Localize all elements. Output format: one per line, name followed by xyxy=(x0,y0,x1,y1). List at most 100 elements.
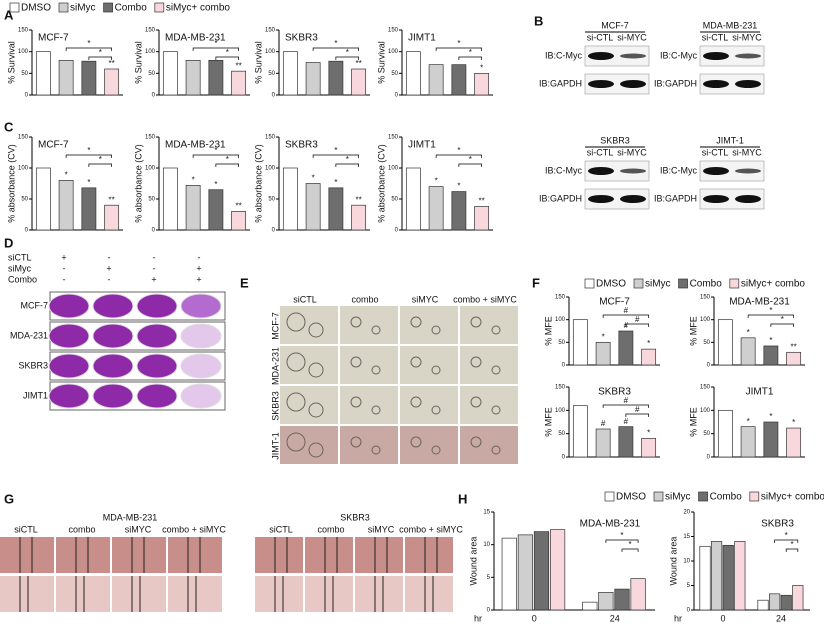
bar xyxy=(641,437,657,458)
blot-band xyxy=(703,195,729,203)
blot-band xyxy=(703,52,729,60)
legend-label: Combo xyxy=(115,3,148,14)
bar-mark: * xyxy=(647,339,650,348)
bar xyxy=(35,167,51,231)
bar-mark: ** xyxy=(236,202,242,211)
wound-image xyxy=(405,537,453,573)
y-tick-label: 50 xyxy=(21,71,28,77)
blot-band xyxy=(588,80,614,88)
sig-bracket xyxy=(335,56,359,60)
bar-mark: * xyxy=(480,63,483,72)
sphere xyxy=(410,316,422,328)
sign: - xyxy=(63,263,66,273)
sphere xyxy=(371,325,381,335)
sig-mark: * xyxy=(785,531,788,540)
row-label: SKBR3 xyxy=(270,391,280,421)
sphere xyxy=(470,356,482,368)
y-axis-label: % MFE xyxy=(688,316,698,346)
legend-label: Combo xyxy=(710,492,743,503)
lane-label: si-MYC xyxy=(617,147,647,157)
bar xyxy=(104,68,120,96)
sig-mark: * xyxy=(87,39,90,48)
legend-label: Combo xyxy=(690,279,723,290)
sig-mark: * xyxy=(769,306,772,315)
sphere xyxy=(350,356,362,368)
bar-mark: * xyxy=(769,412,772,421)
lane-label: si-CTL xyxy=(702,32,729,42)
sig-bracket xyxy=(625,413,649,417)
sphere xyxy=(350,316,362,328)
bar xyxy=(328,60,344,96)
sign: + xyxy=(61,252,66,262)
sig-mark: * xyxy=(334,146,337,155)
bar xyxy=(474,206,490,231)
chart-title: SKBR3 xyxy=(285,140,318,151)
bar-mark: * xyxy=(747,417,750,426)
sig-mark: * xyxy=(346,155,349,164)
panel-label: F xyxy=(532,275,540,290)
y-tick-label: 0 xyxy=(25,93,29,99)
blot-row-label: IB:GAPDH xyxy=(654,193,697,203)
y-tick-label: 100 xyxy=(388,49,399,55)
well xyxy=(92,323,134,349)
sphere xyxy=(470,316,482,328)
micrograph xyxy=(400,346,458,384)
sign: - xyxy=(198,252,201,262)
wound-image xyxy=(405,576,453,612)
col-label: siCTL xyxy=(293,294,317,304)
bar xyxy=(717,409,733,458)
bar-mark: ** xyxy=(109,195,115,204)
well xyxy=(136,293,178,319)
chart-title: SKBR3 xyxy=(598,387,631,398)
y-tick-label: 150 xyxy=(700,295,711,301)
micrograph xyxy=(460,346,518,384)
y-tick-label: 50 xyxy=(268,197,275,203)
bar-mark: * xyxy=(435,177,438,186)
sphere xyxy=(286,352,306,372)
sphere xyxy=(410,436,422,448)
bar xyxy=(451,64,467,96)
blot-row-label: IB:C-Myc xyxy=(545,50,582,60)
sig-bracket xyxy=(785,548,799,552)
sig-bracket xyxy=(625,323,649,327)
bar xyxy=(81,187,97,231)
y-tick-label: 50 xyxy=(21,197,28,203)
well xyxy=(136,353,178,379)
y-tick-label: 100 xyxy=(265,49,276,55)
legend-swatch xyxy=(58,2,69,13)
y-tick-label: 150 xyxy=(18,135,29,141)
blot-frame xyxy=(699,188,765,210)
legend-label: siMyc+ combo xyxy=(761,492,824,503)
blot-title: SKBR3 xyxy=(600,135,630,145)
sig-bracket xyxy=(88,163,112,167)
well xyxy=(136,323,178,349)
x-tick-label: 24 xyxy=(776,613,786,623)
col-label: combo xyxy=(68,524,95,534)
y-tick-label: 15 xyxy=(683,534,690,540)
bar xyxy=(231,70,247,96)
bar xyxy=(162,51,178,96)
condition-label: Combo xyxy=(8,274,37,284)
bar-mark: * xyxy=(792,418,795,427)
blot-row-label: IB:GAPDH xyxy=(654,78,697,88)
sig-bracket xyxy=(88,56,112,60)
blot-row-label: IB:GAPDH xyxy=(539,193,582,203)
chart-title: MDA-MB-231 xyxy=(580,519,641,530)
y-tick-label: 50 xyxy=(558,431,565,437)
col-label: siCTL xyxy=(269,524,293,534)
sphere xyxy=(410,396,422,408)
bar xyxy=(282,51,298,96)
sig-mark: * xyxy=(214,39,217,48)
row-label: JIMT-1 xyxy=(270,432,280,460)
blot-band xyxy=(620,53,646,59)
bar-mark: ** xyxy=(356,59,362,68)
bar-mark: * xyxy=(647,428,650,437)
blot-row-label: IB:C-Myc xyxy=(660,165,697,175)
wound-image xyxy=(56,537,110,573)
bar xyxy=(405,51,421,96)
blot-band xyxy=(620,168,646,174)
wound-image xyxy=(112,537,166,573)
blot-band xyxy=(620,80,646,88)
y-tick-label: 0 xyxy=(152,228,156,234)
sphere xyxy=(350,436,362,448)
